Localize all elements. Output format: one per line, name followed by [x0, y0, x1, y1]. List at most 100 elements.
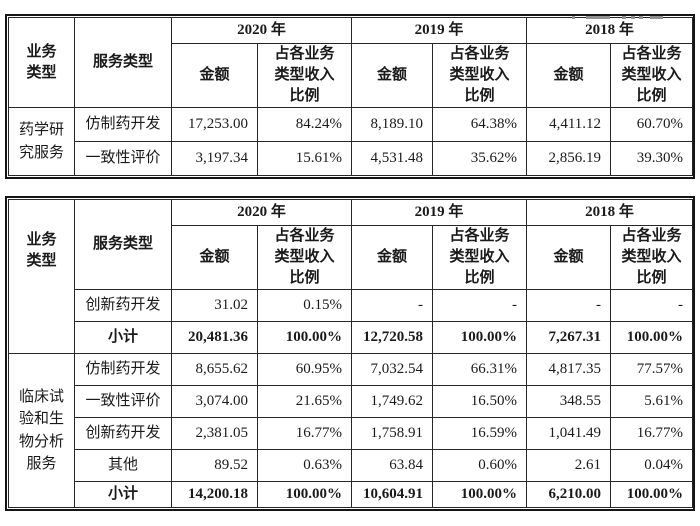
ratio-cell: 100.00%: [432, 321, 528, 354]
ratio-cell: -: [610, 289, 694, 322]
amount-cell: 20,481.36: [171, 321, 258, 354]
text-fragment-mark: [631, 16, 635, 19]
subtotal-label: 小计: [74, 321, 172, 354]
table-row: 创新药开发 2,381.05 16.77% 1,758.91 16.59% 1,…: [9, 417, 694, 450]
header-amount-2019: 金额: [351, 225, 434, 290]
amount-cell: 2,381.05: [171, 417, 258, 450]
ratio-cell: 16.77%: [256, 417, 353, 450]
amount-cell: 8,655.62: [171, 353, 258, 386]
amount-cell: 8,189.10: [351, 107, 434, 142]
ratio-cell: 0.63%: [256, 449, 353, 482]
amount-cell: 1,749.62: [351, 385, 434, 418]
amount-cell: 3,074.00: [171, 385, 258, 418]
ratio-cell: 15.61%: [256, 141, 353, 176]
subtotal-row: 小计 14,200.18 100.00% 10,604.91 100.00% 6…: [9, 481, 694, 508]
amount-cell: 348.55: [526, 385, 612, 418]
ratio-cell: 66.31%: [432, 353, 528, 386]
header-ratio-2020: 占各业务 类型收入 比例: [256, 225, 353, 290]
ratio-cell: 0.04%: [610, 449, 694, 482]
amount-cell: 14,200.18: [171, 481, 258, 508]
ratio-cell: 39.30%: [610, 141, 694, 176]
header-amount-2020: 金额: [171, 225, 258, 290]
table-row: 其他 89.52 0.63% 63.84 0.60% 2.61 0.04%: [9, 449, 694, 482]
ratio-cell: 77.57%: [610, 353, 694, 386]
ratio-cell: 100.00%: [610, 481, 694, 508]
ratio-cell: 84.24%: [256, 107, 353, 142]
amount-cell: 89.52: [171, 449, 258, 482]
text-fragment-mark: [572, 16, 575, 19]
header-service-type: 服务类型: [74, 17, 172, 108]
amount-cell: 31.02: [171, 289, 258, 322]
ratio-cell: 60.95%: [256, 353, 353, 386]
ratio-cell: 0.15%: [256, 289, 353, 322]
subtotal-row: 小计 20,481.36 100.00% 12,720.58 100.00% 7…: [9, 321, 694, 354]
subtotal-label: 小计: [74, 481, 172, 508]
ratio-cell: -: [432, 289, 528, 322]
amount-cell: 4,531.48: [351, 141, 434, 176]
header-year-2018: 2018 年: [526, 199, 694, 226]
amount-cell: 4,411.12: [526, 107, 612, 142]
service-type-cell: 一致性评价: [74, 385, 172, 418]
service-type-cell: 仿制药开发: [74, 353, 172, 386]
service-type-cell: 仿制药开发: [74, 107, 172, 142]
table-row: 一致性评价 3,074.00 21.65% 1,749.62 16.50% 34…: [9, 385, 694, 418]
business-type-cell: 临床试 验和生 物分析 服务: [8, 353, 75, 508]
service-type-cell: 一致性评价: [74, 141, 172, 176]
ratio-cell: 5.61%: [610, 385, 694, 418]
table-row: 一致性评价 3,197.34 15.61% 4,531.48 35.62% 2,…: [9, 141, 694, 176]
amount-cell: 10,604.91: [351, 481, 434, 508]
header-year-2019: 2019 年: [351, 17, 528, 44]
business-type-cell: 药学研 究服务: [8, 107, 75, 176]
text-fragment-mark: [622, 16, 626, 19]
amount-cell: 7,032.54: [351, 353, 434, 386]
ratio-cell: 100.00%: [432, 481, 528, 508]
header-business-type: 业务 类型: [8, 17, 75, 108]
text-fragment-mark: [639, 16, 643, 19]
amount-cell: 6,210.00: [526, 481, 612, 508]
service-type-cell: 其他: [74, 449, 172, 482]
cropped-top-right-text: [570, 15, 680, 21]
service-type-cell: 创新药开发: [74, 289, 172, 322]
ratio-cell: 21.65%: [256, 385, 353, 418]
header-ratio-2019: 占各业务 类型收入 比例: [432, 43, 528, 108]
ratio-cell: 100.00%: [256, 481, 353, 508]
header-ratio-2019: 占各业务 类型收入 比例: [432, 225, 528, 290]
amount-cell: 1,758.91: [351, 417, 434, 450]
ratio-cell: 64.38%: [432, 107, 528, 142]
amount-cell: 1,041.49: [526, 417, 612, 450]
ratio-cell: 0.60%: [432, 449, 528, 482]
header-ratio-2018: 占各业务 类型收入 比例: [610, 225, 694, 290]
ratio-cell: 16.77%: [610, 417, 694, 450]
pharma-research-revenue-table-frame: 业务 类型 服务类型 2020 年 2019 年 2018 年 金额 占各业务 …: [5, 14, 695, 179]
amount-cell: 63.84: [351, 449, 434, 482]
table-row: 临床试 验和生 物分析 服务 仿制药开发 8,655.62 60.95% 7,0…: [8, 353, 694, 508]
header-year-2020: 2020 年: [170, 199, 353, 226]
header-amount-2020: 金额: [171, 43, 258, 108]
header-amount-2019: 金额: [351, 43, 434, 108]
clinical-bioanalysis-revenue-table-frame: 业务 类型 服务类型 2020 年 2019 年 2018 年 金额 占各业务 …: [5, 196, 695, 511]
ratio-cell: 100.00%: [610, 321, 694, 354]
amount-cell: 2.61: [526, 449, 612, 482]
service-type-cell: 创新药开发: [74, 417, 172, 450]
header-year-2019: 2019 年: [351, 199, 528, 226]
amount-cell: -: [526, 289, 612, 322]
amount-cell: 7,267.31: [526, 321, 612, 354]
header-business-type: 业务 类型: [8, 199, 75, 354]
amount-cell: 3,197.34: [171, 141, 258, 176]
text-fragment-mark: [586, 16, 610, 19]
header-amount-2018: 金额: [526, 43, 612, 108]
ratio-cell: 60.70%: [610, 107, 694, 142]
ratio-cell: 100.00%: [256, 321, 353, 354]
amount-cell: 2,856.19: [526, 141, 612, 176]
amount-cell: -: [351, 289, 434, 322]
table-row: 创新药开发 31.02 0.15% - - - -: [9, 289, 694, 322]
amount-cell: 4,817.35: [526, 353, 612, 386]
clinical-bioanalysis-revenue-table: 业务 类型 服务类型 2020 年 2019 年 2018 年 金额 占各业务 …: [8, 199, 694, 508]
header-service-type: 服务类型: [74, 199, 172, 290]
amount-cell: 12,720.58: [351, 321, 434, 354]
header-amount-2018: 金额: [526, 225, 612, 290]
header-year-2020: 2020 年: [170, 17, 353, 44]
header-ratio-2020: 占各业务 类型收入 比例: [256, 43, 353, 108]
table-row: 药学研 究服务 仿制药开发 17,253.00 84.24% 8,189.10 …: [8, 107, 694, 176]
header-ratio-2018: 占各业务 类型收入 比例: [610, 43, 694, 108]
